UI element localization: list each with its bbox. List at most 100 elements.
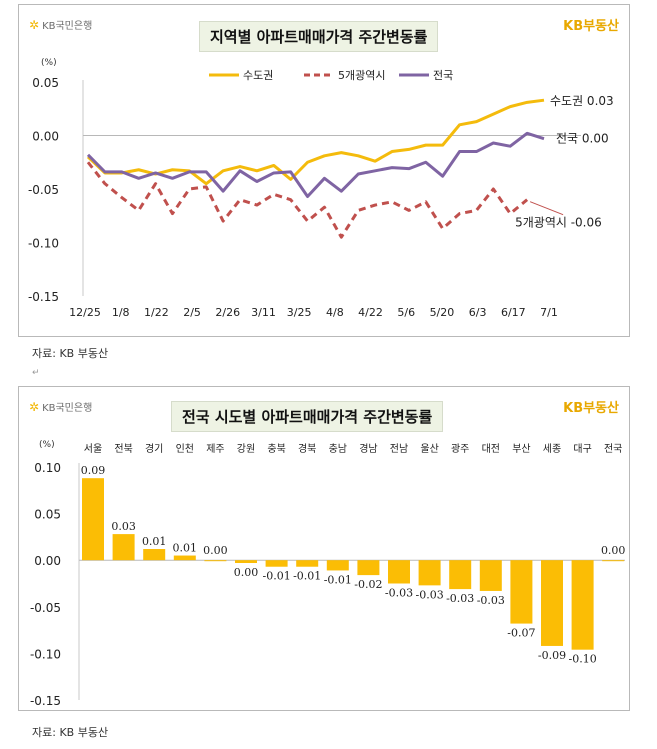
bar — [173, 555, 196, 561]
y-tick-label: 0.00 — [34, 554, 61, 568]
kb-bank-logo: ✲ KB국민은행 — [29, 17, 93, 33]
bar — [82, 478, 104, 561]
series-end-label: 5개광역시 -0.06 — [515, 216, 602, 230]
bar-value-label: -0.03 — [446, 592, 474, 605]
legend-label: 전국 — [433, 69, 453, 82]
category-label: 전북 — [114, 443, 132, 455]
x-tick-label: 5/20 — [430, 306, 455, 319]
category-label: 제주 — [206, 443, 224, 455]
y-tick-label: 0.10 — [34, 461, 61, 475]
x-tick-label: 1/22 — [144, 306, 169, 319]
series-end-label: 전국 0.00 — [556, 132, 609, 146]
bar — [571, 560, 594, 650]
series-end-leader — [529, 201, 564, 216]
bar-value-label: 0.01 — [173, 542, 198, 555]
category-label: 충남 — [329, 443, 347, 455]
bar-value-label: -0.01 — [324, 573, 352, 586]
category-label: 전남 — [390, 443, 408, 455]
bar — [143, 549, 166, 561]
bar — [541, 560, 563, 646]
bar — [510, 560, 533, 624]
bar — [388, 560, 410, 584]
category-label: 전국 — [604, 443, 622, 455]
bar-value-label: -0.03 — [385, 587, 413, 600]
legend-label: 5개광역시 — [338, 69, 385, 82]
legend-label: 수도권 — [243, 69, 273, 82]
bar — [112, 534, 135, 561]
bar — [204, 560, 227, 562]
bar — [326, 560, 349, 571]
bar-value-label: 0.09 — [81, 464, 106, 477]
bar-value-label: -0.03 — [477, 594, 505, 607]
bar — [602, 560, 625, 562]
bar — [418, 560, 441, 586]
kb-star-icon: ✲ — [29, 17, 40, 32]
bar-value-label: -0.03 — [415, 588, 443, 601]
bar-value-label: 0.00 — [601, 544, 626, 557]
bar-value-label: -0.01 — [293, 570, 321, 583]
bar-value-label: -0.10 — [568, 653, 596, 666]
bar-value-label: 0.00 — [203, 544, 228, 557]
y-tick-label: -0.05 — [28, 183, 59, 197]
category-label: 서울 — [84, 443, 102, 455]
y-unit-label: (%) — [39, 440, 55, 450]
bar-chart-panel: ✲ KB국민은행 KB부동산 전국 시도별 아파트매매가격 주간변동률 (%) 0… — [18, 386, 630, 711]
kb-star-icon: ✲ — [29, 399, 40, 414]
x-tick-label: 1/8 — [112, 306, 130, 319]
y-tick-label: 0.05 — [34, 508, 61, 522]
x-tick-label: 3/25 — [287, 306, 312, 319]
source-note-2: 자료: KB 부동산 — [32, 726, 109, 739]
kb-bank-name: KB국민은행 — [42, 21, 93, 32]
category-label: 대구 — [573, 443, 591, 455]
bar — [479, 560, 502, 591]
kb-realty-logo: KB부동산 — [563, 401, 619, 416]
category-label: 경북 — [298, 442, 316, 455]
category-label: 부산 — [512, 443, 530, 455]
paragraph-mark: ↵ — [32, 368, 40, 378]
x-tick-label: 6/3 — [469, 306, 487, 319]
y-tick-label: 0.05 — [32, 76, 59, 90]
source-note-1: 자료: KB 부동산 — [32, 347, 109, 360]
series-line — [86, 131, 545, 198]
x-tick-label: 6/17 — [501, 306, 526, 319]
line-chart-svg: (%) 0.05 0.00 -0.05 -0.10 -0.15 12/25 1/8 1/22 2/… — [28, 58, 614, 319]
bar-chart-title: 전국 시도별 아파트매매가격 주간변동률 — [171, 401, 444, 432]
category-label: 인천 — [176, 443, 194, 455]
y-tick-label: -0.10 — [28, 237, 59, 251]
x-tick-label: 4/8 — [326, 306, 344, 319]
category-label: 충북 — [267, 443, 285, 455]
bar-chart-svg: (%) 0.10 0.05 0.00 -0.05 -0.10 -0.15 서울 0.09 전북 0.… — [30, 440, 626, 708]
series-line — [86, 161, 529, 239]
category-label: 세종 — [543, 443, 561, 455]
bar-value-label: -0.01 — [262, 570, 290, 583]
x-tick-label: 12/25 — [69, 306, 101, 319]
category-label: 대전 — [482, 443, 500, 455]
x-tick-label: 7/1 — [540, 306, 558, 319]
line-chart-title: 지역별 아파트매매가격 주간변동률 — [199, 21, 439, 52]
series-end-label: 수도권 0.03 — [550, 94, 614, 108]
bar-value-label: 0.01 — [142, 535, 167, 548]
x-tick-label: 2/5 — [183, 306, 201, 319]
x-tick-label: 3/11 — [251, 306, 276, 319]
kb-bank-name: KB국민은행 — [42, 403, 93, 414]
category-label: 경남 — [359, 442, 377, 455]
bar — [265, 560, 288, 567]
bar-value-label: -0.02 — [354, 578, 382, 591]
y-tick-label: -0.15 — [30, 694, 61, 708]
kb-realty-logo: KB부동산 — [563, 19, 619, 34]
bar-value-label: 0.03 — [111, 520, 136, 533]
bar-value-label: -0.07 — [507, 627, 535, 640]
bar — [296, 560, 319, 567]
bar-value-label: -0.09 — [538, 649, 566, 662]
line-chart-panel: ✲ KB국민은행 KB부동산 지역별 아파트매매가격 주간변동률 (%) 0.05… — [18, 4, 630, 337]
series-line — [86, 98, 545, 186]
kb-bank-logo: ✲ KB국민은행 — [29, 399, 93, 415]
bar — [449, 560, 472, 590]
category-label: 경기 — [145, 442, 163, 455]
category-label: 광주 — [451, 443, 469, 455]
y-tick-label: -0.15 — [28, 290, 59, 304]
x-tick-label: 4/22 — [358, 306, 383, 319]
bar — [357, 560, 380, 576]
y-tick-label: -0.05 — [30, 601, 61, 615]
category-label: 울산 — [420, 443, 438, 455]
